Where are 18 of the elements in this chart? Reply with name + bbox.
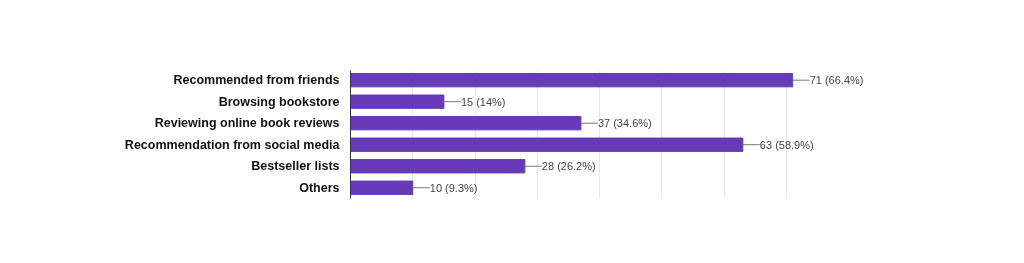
bar	[350, 180, 414, 195]
y-tick-label: Browsing bookstore	[218, 94, 340, 109]
y-tick-label: Recommended from friends	[173, 73, 340, 88]
bar	[350, 94, 445, 109]
bar	[350, 159, 526, 174]
y-tick-label: Others	[299, 180, 340, 195]
bar	[350, 116, 582, 131]
data-label: 15 (14%)	[460, 95, 506, 108]
y-tick-label: Recommendation from social media	[124, 137, 341, 152]
data-label: 10 (9.3%)	[429, 181, 478, 194]
y-tick-label: Bestseller lists	[251, 159, 340, 174]
data-label: 28 (26.2%)	[541, 160, 596, 173]
bar	[350, 137, 744, 152]
data-label: 63 (58.9%)	[759, 138, 814, 151]
y-tick-label: Reviewing online book reviews	[154, 116, 340, 131]
bar	[350, 73, 794, 88]
data-label: 71 (66.4%)	[809, 74, 864, 87]
data-label: 37 (34.6%)	[597, 117, 652, 130]
